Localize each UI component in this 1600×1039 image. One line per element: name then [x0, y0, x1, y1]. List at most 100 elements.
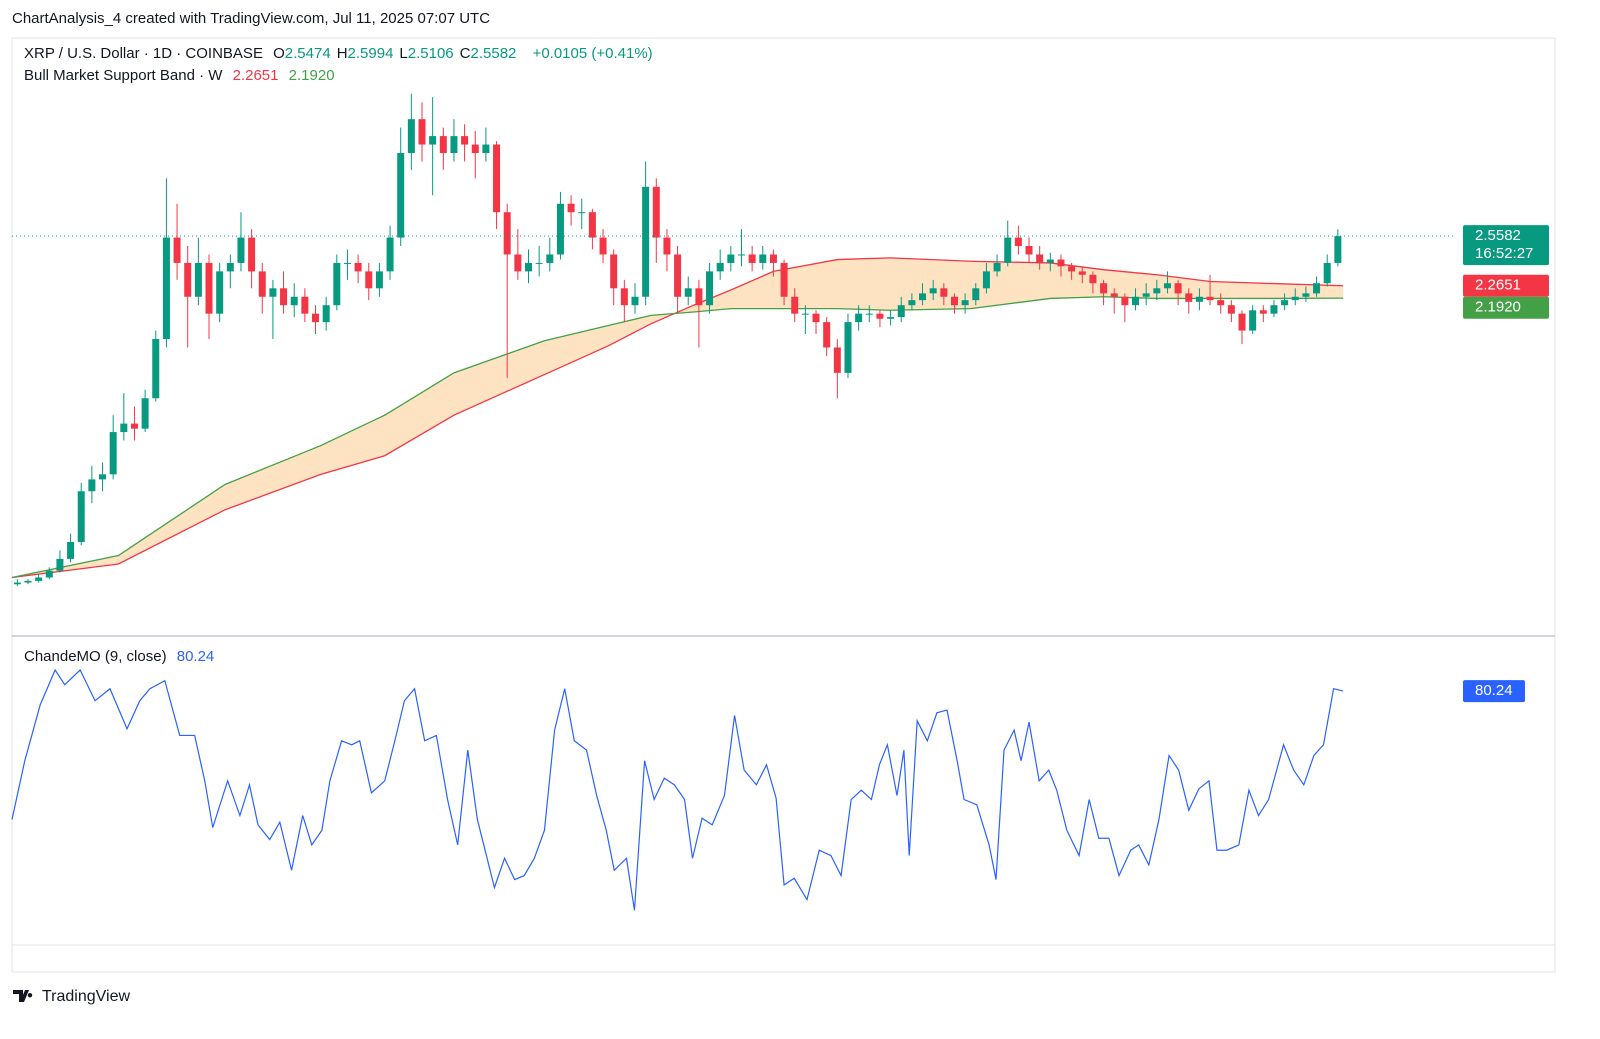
candle-body — [1078, 271, 1086, 275]
candle-body — [354, 262, 362, 272]
candle-body — [429, 136, 437, 145]
candle-body — [397, 153, 405, 238]
ohlc-value: 2.5106 — [407, 45, 454, 62]
candle-body — [450, 136, 458, 154]
candle-body — [982, 271, 990, 289]
candle-body — [855, 313, 863, 323]
candle-body — [45, 570, 53, 578]
candle-body — [1227, 305, 1235, 314]
candle-body — [940, 288, 948, 297]
candle-body — [950, 296, 958, 306]
candle-body — [493, 144, 501, 213]
candle-body — [514, 254, 522, 272]
band-line — [11, 296, 1344, 579]
candle-body — [184, 262, 192, 297]
candle-body — [237, 237, 245, 263]
candle-body — [876, 313, 884, 319]
candle-body — [929, 288, 937, 294]
ohlc-value: 2.5474 — [284, 45, 331, 62]
candle-body — [908, 300, 916, 306]
candle-body — [1259, 310, 1267, 314]
band-value: 2.2651 — [232, 67, 279, 84]
candle-body — [258, 271, 266, 297]
symbol-legend: XRP / U.S. Dollar · 1D · COINBASE O2.547… — [24, 45, 659, 62]
candle-body — [972, 288, 980, 301]
candle-body — [1089, 274, 1097, 284]
candle-body — [269, 288, 277, 297]
candle-body — [322, 305, 330, 323]
band-name: Bull Market Support Band · W — [24, 67, 223, 84]
candle-body — [333, 262, 341, 306]
ohlc-key: H — [336, 45, 348, 62]
candle-body — [769, 254, 777, 263]
candle-body — [748, 254, 756, 263]
candle-body — [695, 288, 703, 306]
candle-body — [1068, 266, 1076, 272]
candle-body — [56, 558, 64, 571]
symbol: XRP / U.S. Dollar · 1D · COINBASE — [24, 45, 263, 62]
chart-frame — [11, 37, 1556, 973]
caption: ChartAnalysis_4 created with TradingView… — [12, 10, 491, 27]
ohlc-value: 2.5582 — [470, 45, 517, 62]
candle-body — [365, 271, 373, 289]
candle-body — [248, 237, 256, 272]
candle-body — [674, 254, 682, 297]
candle-body — [1291, 296, 1299, 301]
change: +0.0105 (+0.41%) — [532, 45, 653, 62]
candle-body — [1121, 296, 1129, 306]
ohlc: O2.5474 H2.5994 L2.5106 C2.5582 — [273, 45, 522, 62]
price-tag — [1463, 225, 1549, 266]
ohlc-key: C — [459, 45, 471, 62]
candle-body — [1057, 259, 1065, 267]
candle-body — [216, 271, 224, 314]
candle-body — [1195, 296, 1203, 302]
candle-body — [631, 296, 639, 306]
candle-body — [13, 582, 21, 585]
ohlc-value: 2.5994 — [347, 45, 394, 62]
candle-body — [1046, 259, 1054, 263]
candle-body — [152, 339, 160, 399]
cmo-line — [11, 668, 1344, 911]
candle-body — [919, 293, 927, 301]
candle-body — [24, 580, 32, 583]
candle-body — [141, 398, 149, 429]
candle-body — [1185, 293, 1193, 302]
candle-body — [482, 144, 490, 154]
candle-body — [503, 212, 511, 255]
candle-body — [162, 237, 170, 340]
candle-body — [961, 300, 969, 306]
candle-body — [1238, 313, 1246, 331]
candle-body — [120, 423, 128, 433]
candle-body — [684, 288, 692, 297]
ohlc-key: O — [273, 45, 285, 62]
candle-body — [524, 262, 532, 272]
candle-body — [1036, 254, 1044, 263]
candle-body — [1174, 283, 1182, 294]
candle-body — [567, 203, 575, 213]
candle-body — [1302, 293, 1310, 297]
countdown: 16:52:27 — [1475, 245, 1533, 262]
candle-body — [546, 254, 554, 263]
band-value: 2.1920 — [288, 67, 335, 84]
candle-body — [1313, 283, 1321, 294]
candle-body — [130, 423, 138, 429]
candle-body — [759, 254, 767, 263]
price-tag — [1463, 296, 1549, 319]
candle-body — [386, 237, 394, 272]
candle-body — [1100, 283, 1108, 294]
candle-body — [173, 237, 181, 263]
candle-body — [407, 119, 415, 154]
candle-body — [77, 491, 85, 542]
price-tag-label: 2.1920 — [1475, 299, 1521, 316]
candle-body — [280, 288, 288, 306]
candle-body — [1334, 236, 1342, 263]
candle-body — [1014, 237, 1022, 247]
candle-body — [716, 262, 724, 272]
candle-body — [226, 262, 234, 272]
candle-body — [1110, 293, 1118, 297]
candle-body — [833, 347, 841, 373]
candle-body — [897, 305, 905, 318]
candle-body — [706, 271, 714, 306]
candle-body — [887, 317, 895, 319]
